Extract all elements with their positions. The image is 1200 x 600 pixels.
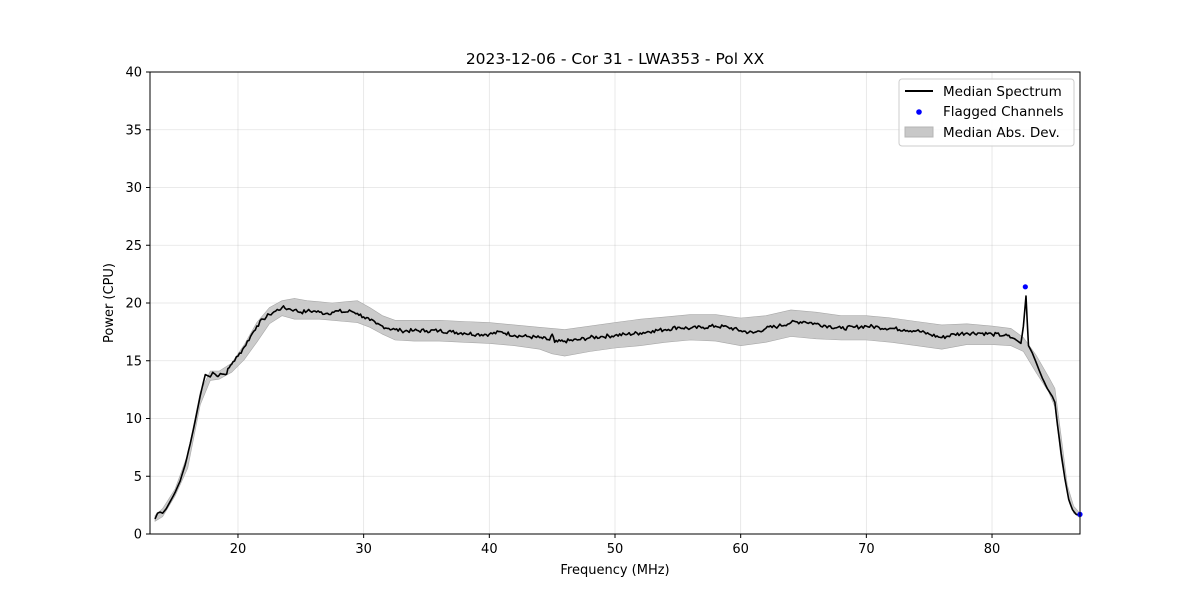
- legend-band-swatch: [904, 126, 934, 138]
- x-tick-label: 60: [732, 542, 749, 557]
- legend-dot-swatch: [916, 109, 922, 115]
- x-tick-label: 40: [481, 542, 498, 557]
- legend: Median Spectrum Flagged Channels Median …: [898, 78, 1075, 147]
- x-tick-label: 70: [858, 542, 875, 557]
- y-axis-label: Power (CPU): [102, 263, 117, 343]
- y-tick-label: 15: [125, 354, 142, 369]
- legend-label-median: Median Spectrum: [943, 84, 1062, 100]
- y-tick-label: 25: [125, 239, 142, 254]
- y-tick-label: 5: [134, 470, 142, 485]
- x-tick-label: 20: [230, 542, 247, 557]
- y-tick-label: 35: [125, 123, 142, 138]
- legend-label-flagged: Flagged Channels: [943, 104, 1064, 120]
- median-line-layer: [154, 295, 1081, 520]
- y-tick-label: 40: [125, 66, 142, 81]
- x-tick-label: 50: [607, 542, 624, 557]
- y-tick-label: 10: [125, 412, 142, 427]
- y-tick-label: 20: [125, 297, 142, 312]
- flagged-channel-point: [1022, 284, 1028, 290]
- legend-label-mad: Median Abs. Dev.: [943, 125, 1060, 141]
- legend-box: [898, 78, 1075, 147]
- y-axis-ticks: 0 5 10 15 20 25 30 35 40: [125, 66, 150, 543]
- x-tick-label: 30: [355, 542, 372, 557]
- chart-title: 2023-12-06 - Cor 31 - LWA353 - Pol XX: [466, 50, 765, 68]
- median-spectrum-line: [154, 295, 1081, 520]
- x-axis-ticks: 20 30 40 50 60 70 80: [230, 534, 1001, 557]
- x-axis-label: Frequency (MHz): [560, 563, 669, 578]
- y-tick-label: 30: [125, 181, 142, 196]
- x-tick-label: 80: [984, 542, 1001, 557]
- y-tick-label: 0: [134, 528, 142, 543]
